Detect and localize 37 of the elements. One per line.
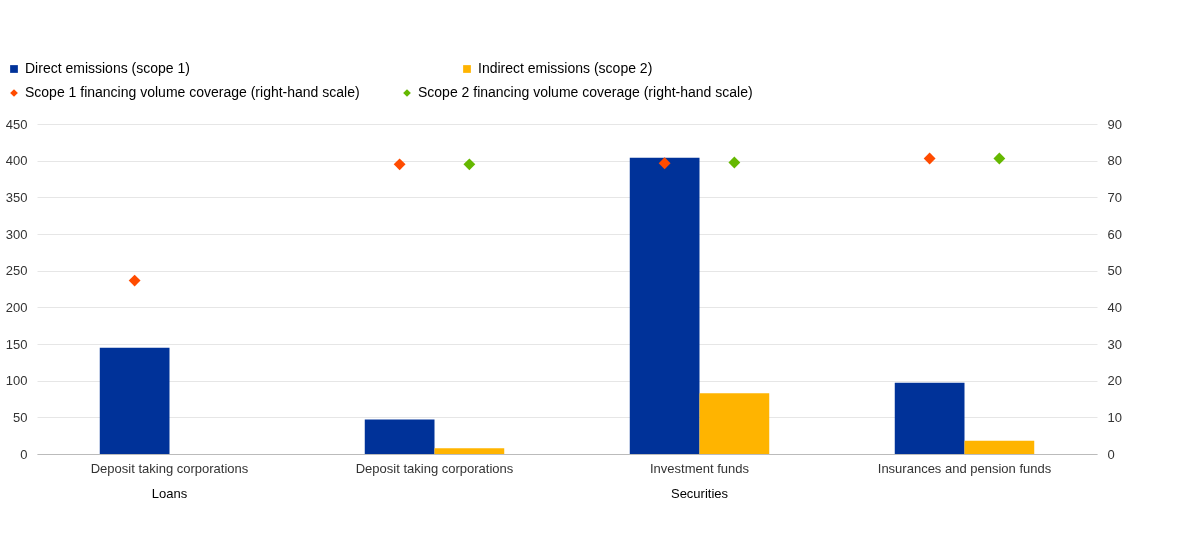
legend-label: Scope 1 financing volume coverage (right-hand scale): [25, 84, 360, 100]
y2-tick-label: 90: [1107, 116, 1122, 132]
bar: [364, 419, 435, 454]
text: Loans: [151, 486, 188, 501]
legend-label: Scope 2 financing volume coverage (right-hand scale): [418, 84, 753, 100]
y2-tick-label: 70: [1107, 189, 1122, 205]
bar: [894, 382, 965, 454]
y2-tick-label: 20: [1107, 373, 1122, 389]
bar: [434, 448, 505, 454]
bar: [629, 157, 700, 454]
bar: [699, 393, 770, 454]
bar: [99, 347, 170, 454]
y-tick-label: 450: [5, 116, 28, 132]
x-tick-label: Investment funds: [650, 460, 750, 476]
text: Securities: [670, 486, 729, 501]
bar: [964, 440, 1035, 454]
y-tick-label: 100: [5, 373, 28, 389]
y2-tick-label: 80: [1107, 153, 1122, 169]
y2-tick-label: 0: [1107, 446, 1115, 462]
x-tick-label: Insurances and pension funds: [877, 460, 1052, 476]
legend-label: Indirect emissions (scope 2): [478, 60, 653, 76]
y-tick-label: 150: [5, 336, 28, 352]
y2-tick-label: 30: [1107, 336, 1122, 352]
y2-tick-label: 50: [1107, 263, 1122, 279]
y-tick-label: 0: [20, 446, 28, 462]
y-tick-label: 200: [5, 299, 28, 315]
x-tick-label: Deposit taking corporations: [355, 460, 514, 476]
y-tick-label: 400: [5, 153, 28, 169]
y-tick-label: 350: [5, 189, 28, 205]
legend-label: Direct emissions (scope 1): [25, 60, 190, 76]
y-tick-label: 50: [13, 409, 28, 425]
x-tick-label: Deposit taking corporations: [90, 460, 249, 476]
y-tick-label: 300: [5, 226, 28, 242]
y2-tick-label: 60: [1107, 226, 1122, 242]
y-tick-label: 250: [5, 263, 28, 279]
y2-tick-label: 10: [1107, 409, 1122, 425]
y2-tick-label: 40: [1107, 299, 1122, 315]
